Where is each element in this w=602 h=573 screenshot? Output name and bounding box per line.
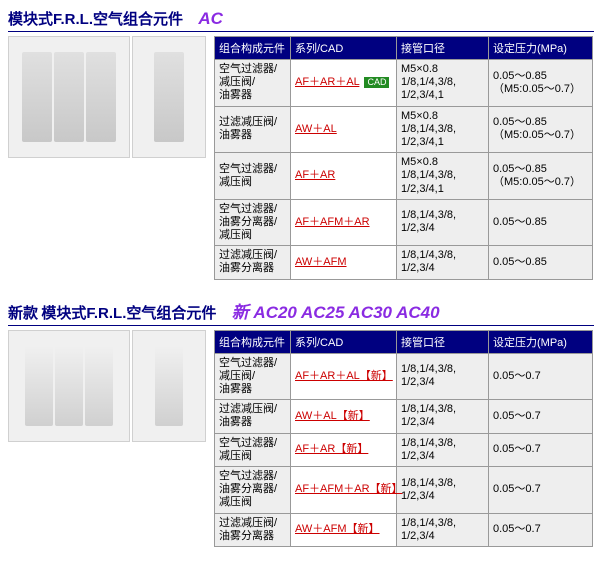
product-image-new-frl3 bbox=[8, 330, 130, 442]
series-link[interactable]: AW＋AFM【新】 bbox=[295, 523, 380, 535]
table-header-row: 组合构成元件 系列/CAD 接管口径 设定压力(MPa) bbox=[215, 37, 593, 60]
cell-pressure: 0.05～0.85（M5:0.05～0.7） bbox=[489, 106, 593, 153]
cell-component: 过滤减压阀/油雾器 bbox=[215, 400, 291, 433]
table-row: 空气过滤器/减压阀/油雾器 AF＋AR＋AL【新】 1/8,1/4,3/8,1/2,… bbox=[215, 353, 593, 400]
section1-title: 模块式F.R.L.空气组合元件 AC bbox=[8, 8, 594, 32]
cell-series: AF＋AFM＋AR【新】 bbox=[291, 466, 397, 513]
cad-badge[interactable]: CAD bbox=[364, 77, 389, 88]
cell-pressure: 0.05～0.85（M5:0.05～0.7） bbox=[489, 60, 593, 107]
th-pressure: 设定压力(MPa) bbox=[489, 330, 593, 353]
table-row: 空气过滤器/减压阀 AF＋AR M5×0.81/8,1/4,3/8,1/2,3/4,… bbox=[215, 153, 593, 200]
cell-component: 空气过滤器/油雾分离器/减压阀 bbox=[215, 466, 291, 513]
cell-pressure: 0.05～0.7 bbox=[489, 513, 593, 546]
product-image-frl3 bbox=[8, 36, 130, 158]
series-link[interactable]: AF＋AR＋AL bbox=[295, 76, 359, 88]
section1-images bbox=[8, 36, 208, 158]
series-link[interactable]: AF＋AR bbox=[295, 169, 335, 181]
cell-series: AF＋AR＋AL CAD bbox=[291, 60, 397, 107]
cell-series: AF＋AR＋AL【新】 bbox=[291, 353, 397, 400]
cell-port: 1/8,1/4,3/8,1/2,3/4 bbox=[397, 199, 489, 246]
table-row: 过滤减压阀/油雾器 AW＋AL M5×0.81/8,1/4,3/8,1/2,3/4,… bbox=[215, 106, 593, 153]
cell-port: M5×0.81/8,1/4,3/8,1/2,3/4,1 bbox=[397, 106, 489, 153]
cell-component: 过滤减压阀/油雾分离器 bbox=[215, 246, 291, 279]
cell-pressure: 0.05～0.7 bbox=[489, 466, 593, 513]
cell-series: AF＋AFM＋AR bbox=[291, 199, 397, 246]
cell-port: 1/8,1/4,3/8,1/2,3/4 bbox=[397, 433, 489, 466]
series-link[interactable]: AF＋AR【新】 bbox=[295, 443, 368, 455]
cell-series: AW＋AFM bbox=[291, 246, 397, 279]
cell-port: 1/8,1/4,3/8,1/2,3/4 bbox=[397, 466, 489, 513]
table-row: 过滤减压阀/油雾分离器 AW＋AFM 1/8,1/4,3/8,1/2,3/40.05… bbox=[215, 246, 593, 279]
series-link[interactable]: AF＋AR＋AL【新】 bbox=[295, 370, 393, 382]
cell-series: AW＋AL bbox=[291, 106, 397, 153]
cell-port: 1/8,1/4,3/8,1/2,3/4 bbox=[397, 513, 489, 546]
table-row: 过滤减压阀/油雾器 AW＋AL【新】 1/8,1/4,3/8,1/2,3/40.05… bbox=[215, 400, 593, 433]
section2-images bbox=[8, 330, 208, 442]
section1-body: 组合构成元件 系列/CAD 接管口径 设定压力(MPa) 空气过滤器/减压阀/油… bbox=[8, 36, 594, 280]
table-row: 过滤减压阀/油雾分离器 AW＋AFM【新】 1/8,1/4,3/8,1/2,3/40… bbox=[215, 513, 593, 546]
cell-pressure: 0.05～0.7 bbox=[489, 353, 593, 400]
th-series: 系列/CAD bbox=[291, 330, 397, 353]
cell-series: AW＋AFM【新】 bbox=[291, 513, 397, 546]
series-link[interactable]: AF＋AFM＋AR bbox=[295, 216, 370, 228]
section1-title-sub: AC bbox=[186, 9, 223, 28]
cell-series: AW＋AL【新】 bbox=[291, 400, 397, 433]
th-component: 组合构成元件 bbox=[215, 37, 291, 60]
table-header-row: 组合构成元件 系列/CAD 接管口径 设定压力(MPa) bbox=[215, 330, 593, 353]
section1-table: 组合构成元件 系列/CAD 接管口径 设定压力(MPa) 空气过滤器/减压阀/油… bbox=[214, 36, 593, 280]
product-image-new-regulator bbox=[132, 330, 206, 442]
cell-series: AF＋AR bbox=[291, 153, 397, 200]
cell-component: 过滤减压阀/油雾分离器 bbox=[215, 513, 291, 546]
cell-pressure: 0.05～0.7 bbox=[489, 400, 593, 433]
cell-port: 1/8,1/4,3/8,1/2,3/4 bbox=[397, 353, 489, 400]
product-image-regulator bbox=[132, 36, 206, 158]
cell-port: 1/8,1/4,3/8,1/2,3/4 bbox=[397, 246, 489, 279]
section2-table: 组合构成元件 系列/CAD 接管口径 设定压力(MPa) 空气过滤器/减压阀/油… bbox=[214, 330, 593, 547]
section2-body: 组合构成元件 系列/CAD 接管口径 设定压力(MPa) 空气过滤器/减压阀/油… bbox=[8, 330, 594, 547]
cell-component: 过滤减压阀/油雾器 bbox=[215, 106, 291, 153]
th-series: 系列/CAD bbox=[291, 37, 397, 60]
cell-series: AF＋AR【新】 bbox=[291, 433, 397, 466]
series-link[interactable]: AW＋AL【新】 bbox=[295, 410, 370, 422]
table-row: 空气过滤器/油雾分离器/减压阀 AF＋AFM＋AR 1/8,1/4,3/8,1/2,… bbox=[215, 199, 593, 246]
table-row: 空气过滤器/减压阀/油雾器AF＋AR＋AL CADM5×0.81/8,1/4,3… bbox=[215, 60, 593, 107]
th-pressure: 设定压力(MPa) bbox=[489, 37, 593, 60]
cell-pressure: 0.05～0.7 bbox=[489, 433, 593, 466]
cell-port: M5×0.81/8,1/4,3/8,1/2,3/4,1 bbox=[397, 153, 489, 200]
table-row: 空气过滤器/油雾分离器/减压阀AF＋AFM＋AR【新】1/8,1/4,3/8,1… bbox=[215, 466, 593, 513]
table-row: 空气过滤器/减压阀 AF＋AR【新】 1/8,1/4,3/8,1/2,3/40.05… bbox=[215, 433, 593, 466]
cell-component: 空气过滤器/油雾分离器/减压阀 bbox=[215, 199, 291, 246]
cell-port: M5×0.81/8,1/4,3/8,1/2,3/4,1 bbox=[397, 60, 489, 107]
series-link[interactable]: AF＋AFM＋AR【新】 bbox=[295, 483, 403, 495]
cell-component: 空气过滤器/减压阀 bbox=[215, 153, 291, 200]
section1-title-main: 模块式F.R.L.空气组合元件 bbox=[8, 11, 183, 28]
cell-pressure: 0.05～0.85 bbox=[489, 246, 593, 279]
section2-title-prefix: 新款 bbox=[8, 305, 38, 322]
cell-component: 空气过滤器/减压阀/油雾器 bbox=[215, 60, 291, 107]
th-port: 接管口径 bbox=[397, 37, 489, 60]
th-component: 组合构成元件 bbox=[215, 330, 291, 353]
section2-title-main: 模块式F.R.L.空气组合元件 bbox=[41, 305, 216, 322]
series-link[interactable]: AW＋AL bbox=[295, 123, 337, 135]
section2-title: 新款 模块式F.R.L.空气组合元件 新 AC20 AC25 AC30 AC40 bbox=[8, 298, 594, 326]
cell-component: 空气过滤器/减压阀 bbox=[215, 433, 291, 466]
cell-pressure: 0.05～0.85（M5:0.05～0.7） bbox=[489, 153, 593, 200]
th-port: 接管口径 bbox=[397, 330, 489, 353]
series-link[interactable]: AW＋AFM bbox=[295, 256, 347, 268]
cell-port: 1/8,1/4,3/8,1/2,3/4 bbox=[397, 400, 489, 433]
section2-title-sub: 新 AC20 AC25 AC30 AC40 bbox=[220, 303, 440, 322]
cell-pressure: 0.05～0.85 bbox=[489, 199, 593, 246]
cell-component: 空气过滤器/减压阀/油雾器 bbox=[215, 353, 291, 400]
